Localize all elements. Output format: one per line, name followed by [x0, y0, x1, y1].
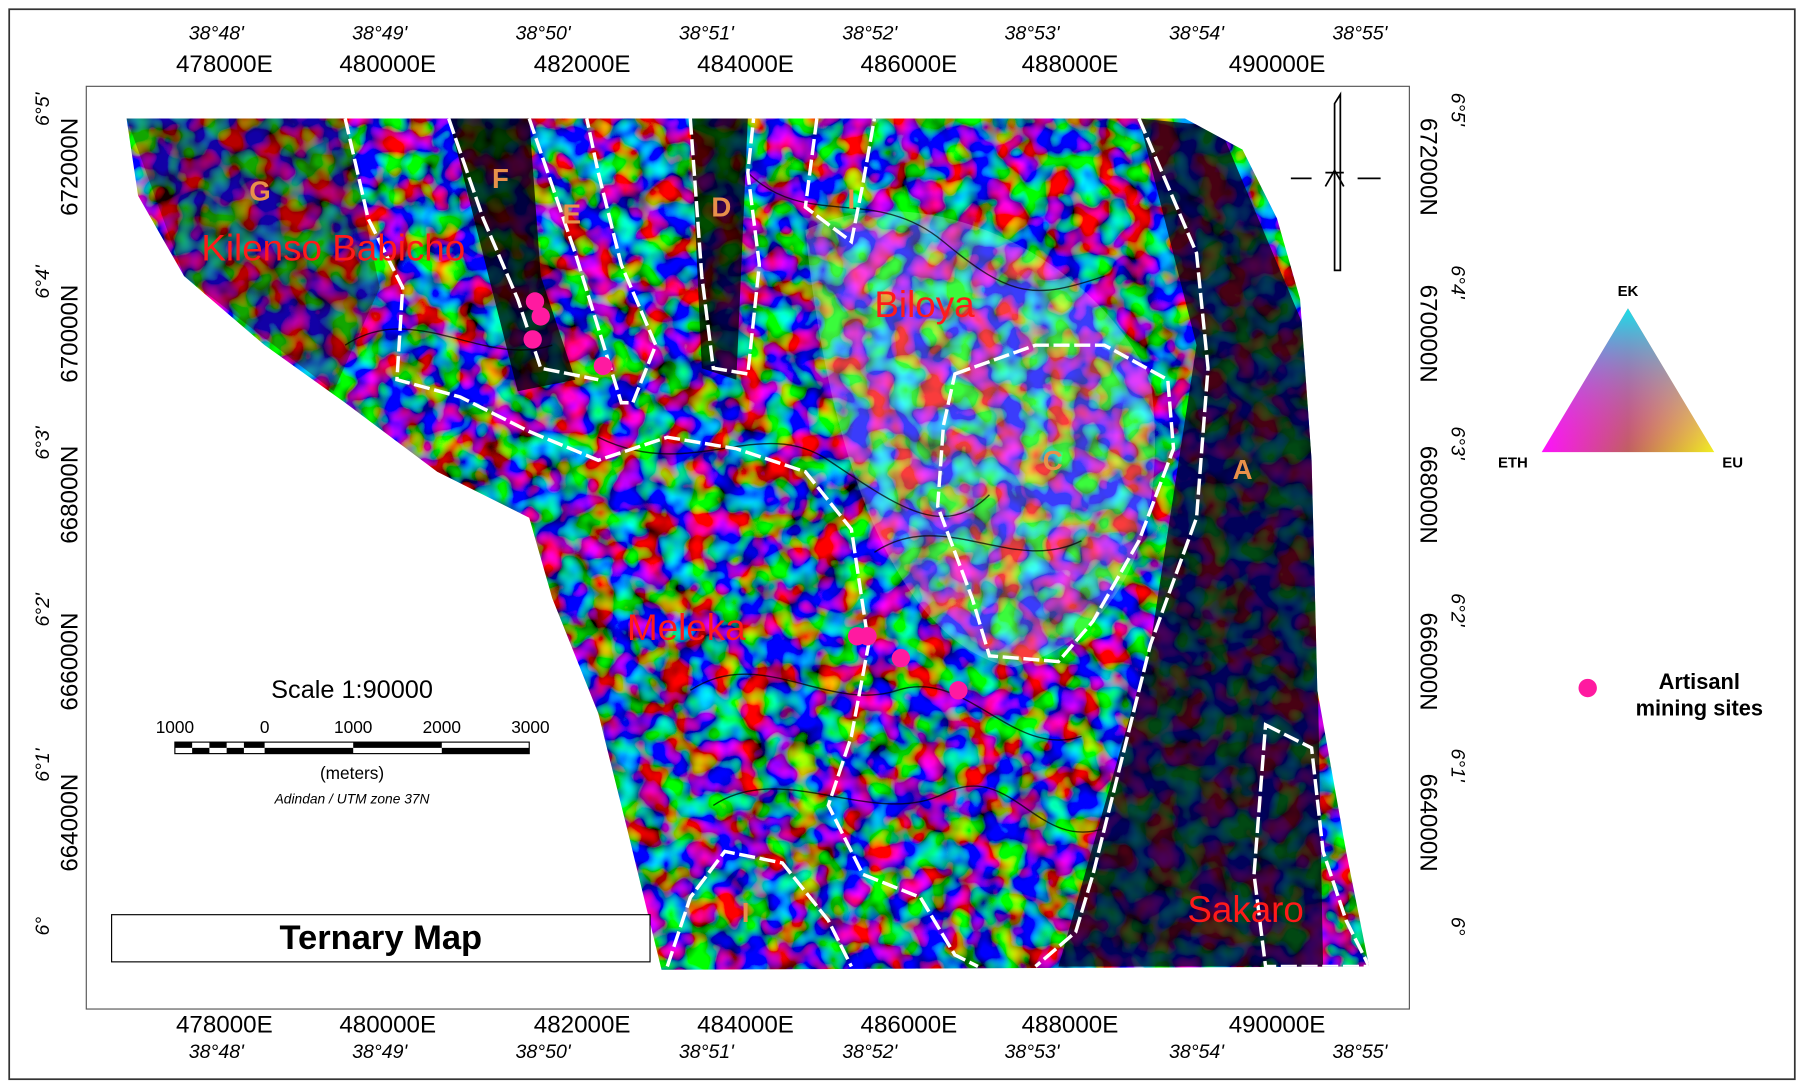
easting-label: 478000E — [176, 51, 273, 78]
scale-title: Scale 1:90000 — [271, 676, 433, 704]
zone-label: A — [1233, 454, 1253, 485]
northing-label: 670000N — [57, 285, 84, 383]
latitude-label: 6°5' — [32, 91, 54, 126]
longitude-label: 38°52' — [842, 1041, 898, 1063]
northing-label: 672000N — [57, 118, 84, 216]
latitude-label: 6°2' — [1446, 593, 1468, 628]
easting-label: 480000E — [339, 1012, 436, 1039]
longitude-label: 38°53' — [1004, 1041, 1060, 1063]
longitude-label: 38°48' — [189, 1041, 245, 1063]
latitude-label: 6°1' — [1446, 748, 1468, 783]
scale-unit: (meters) — [320, 763, 384, 783]
longitude-label: 38°50' — [516, 23, 572, 45]
legend-label: ETH — [1498, 455, 1528, 472]
latitude-label: 6°2' — [32, 592, 54, 627]
longitude-label: 38°52' — [842, 23, 898, 45]
scale-tick: 1000 — [334, 717, 372, 737]
site-legend-marker — [1579, 679, 1597, 697]
site-legend-label: Artisanl — [1659, 669, 1740, 694]
easting-label: 482000E — [534, 51, 631, 78]
zone-label: D — [711, 192, 731, 223]
longitude-label: 38°55' — [1332, 23, 1388, 45]
easting-label: 490000E — [1229, 1012, 1326, 1039]
map-title: Ternary Map — [280, 919, 483, 957]
latitude-label: 6°4' — [1446, 265, 1468, 300]
longitude-label: 38°50' — [516, 1041, 572, 1063]
place-label: Meleka — [627, 607, 746, 648]
legend-label: EK — [1618, 283, 1639, 300]
zone-label: I — [848, 184, 856, 215]
northing-label: 668000N — [1414, 446, 1441, 544]
page: 38°48' 38°48' 38°49' 38°49' 38°50' 38°50' 38°5… — [0, 0, 1804, 1090]
place-label: Biloya — [874, 284, 975, 325]
latitude-label: 6°5' — [1446, 93, 1468, 128]
zone-label: E — [563, 199, 581, 230]
longitude-label: 38°51' — [679, 23, 735, 45]
scale-tick: 0 — [260, 717, 270, 737]
easting-label: 484000E — [697, 1012, 794, 1039]
zone-label: C — [1043, 445, 1063, 476]
latitude-label: 6° — [1446, 917, 1468, 936]
northing-label: 666000N — [1414, 613, 1441, 711]
scale-tick: 2000 — [423, 717, 461, 737]
easting-label: 484000E — [697, 51, 794, 78]
scale-tick: 1000 — [156, 717, 194, 737]
longitude-label: 38°49' — [352, 1041, 408, 1063]
longitude-label: 38°53' — [1004, 23, 1060, 45]
site-legend-label: mining sites — [1636, 696, 1763, 721]
northing-label: 668000N — [57, 446, 84, 544]
northing-label: 664000N — [57, 774, 84, 872]
latitude-label: 6°3' — [32, 425, 54, 460]
easting-label: 488000E — [1022, 51, 1119, 78]
longitude-label: 38°51' — [679, 1041, 735, 1063]
longitude-label: 38°54' — [1169, 1041, 1225, 1063]
longitude-label: 38°48' — [189, 23, 245, 45]
scale-bar: Scale 1:90000 1000 0 1000 2000 3000 (meters)… — [156, 676, 550, 806]
zone-label: G — [249, 176, 270, 207]
easting-label: 486000E — [861, 51, 958, 78]
northing-label: 670000N — [1414, 285, 1441, 383]
map-figure: 38°48' 38°48' 38°49' 38°49' 38°50' 38°50' 38°5… — [0, 0, 1804, 1085]
place-label: Kilenso Babicho — [201, 228, 465, 269]
northing-label: 672000N — [1414, 118, 1441, 216]
place-label: Sakaro — [1187, 889, 1304, 930]
projection: Adindan / UTM zone 37N — [274, 791, 430, 806]
latitude-label: 6°3' — [1446, 426, 1468, 461]
zone-label: F — [492, 163, 509, 194]
scale-tick: 3000 — [511, 717, 549, 737]
longitude-label: 38°49' — [352, 23, 408, 45]
ternary-legend: EK ETH EU — [1498, 283, 1743, 471]
latitude-label: 6°4' — [32, 264, 54, 299]
zone-label: I — [742, 897, 750, 928]
northing-label: 664000N — [1414, 774, 1441, 872]
easting-label: 478000E — [176, 1012, 273, 1039]
legend-label: EU — [1722, 455, 1743, 472]
longitude-label: 38°54' — [1169, 23, 1225, 45]
easting-label: 490000E — [1229, 51, 1326, 78]
longitude-label: 38°55' — [1332, 1041, 1388, 1063]
latitude-label: 6° — [32, 917, 54, 936]
north-arrow — [1291, 94, 1381, 270]
easting-label: 488000E — [1022, 1012, 1119, 1039]
latitude-label: 6°1' — [32, 747, 54, 782]
easting-label: 480000E — [339, 51, 436, 78]
easting-label: 482000E — [534, 1012, 631, 1039]
northing-label: 666000N — [57, 613, 84, 711]
easting-label: 486000E — [861, 1012, 958, 1039]
